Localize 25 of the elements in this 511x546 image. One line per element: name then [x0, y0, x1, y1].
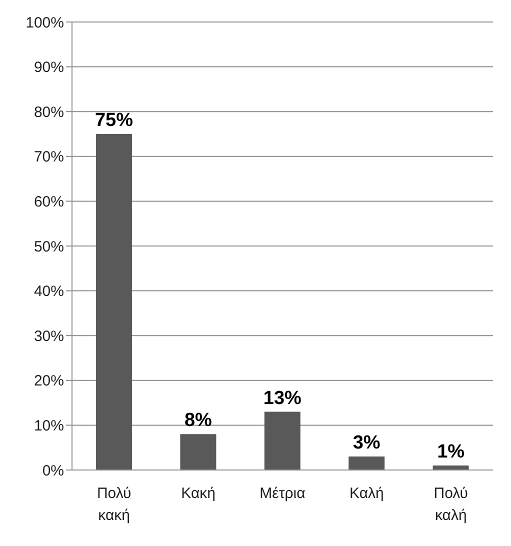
data-label: 13% [263, 388, 302, 409]
x-tick-label: Μέτρια [260, 485, 306, 502]
bar [264, 412, 300, 470]
data-label: 75% [94, 110, 134, 131]
y-tick-label: 80% [34, 104, 64, 121]
data-label: 1% [437, 442, 465, 463]
bar [180, 434, 216, 470]
y-tick-label: 30% [34, 328, 64, 345]
y-tick-label: 40% [34, 283, 64, 300]
y-tick-label: 60% [34, 194, 64, 211]
x-tick-label: Πολύ κακή [96, 485, 132, 524]
y-tick-label: 100% [26, 14, 64, 32]
x-tick-label: Κακή [181, 485, 216, 502]
x-tick-label: Καλή [350, 485, 384, 502]
bar [348, 456, 385, 470]
y-tick-label: 0% [42, 462, 64, 480]
y-tick-label: 10% [34, 418, 64, 435]
bar [96, 134, 132, 470]
data-label: 3% [352, 432, 380, 454]
y-tick-label: 90% [34, 59, 64, 76]
data-label: 8% [184, 410, 212, 432]
x-tick-label: Πολύ καλή [434, 485, 468, 524]
y-tick-label: 50% [34, 238, 64, 256]
y-tick-label: 20% [34, 372, 64, 390]
y-tick-label: 70% [34, 148, 64, 166]
